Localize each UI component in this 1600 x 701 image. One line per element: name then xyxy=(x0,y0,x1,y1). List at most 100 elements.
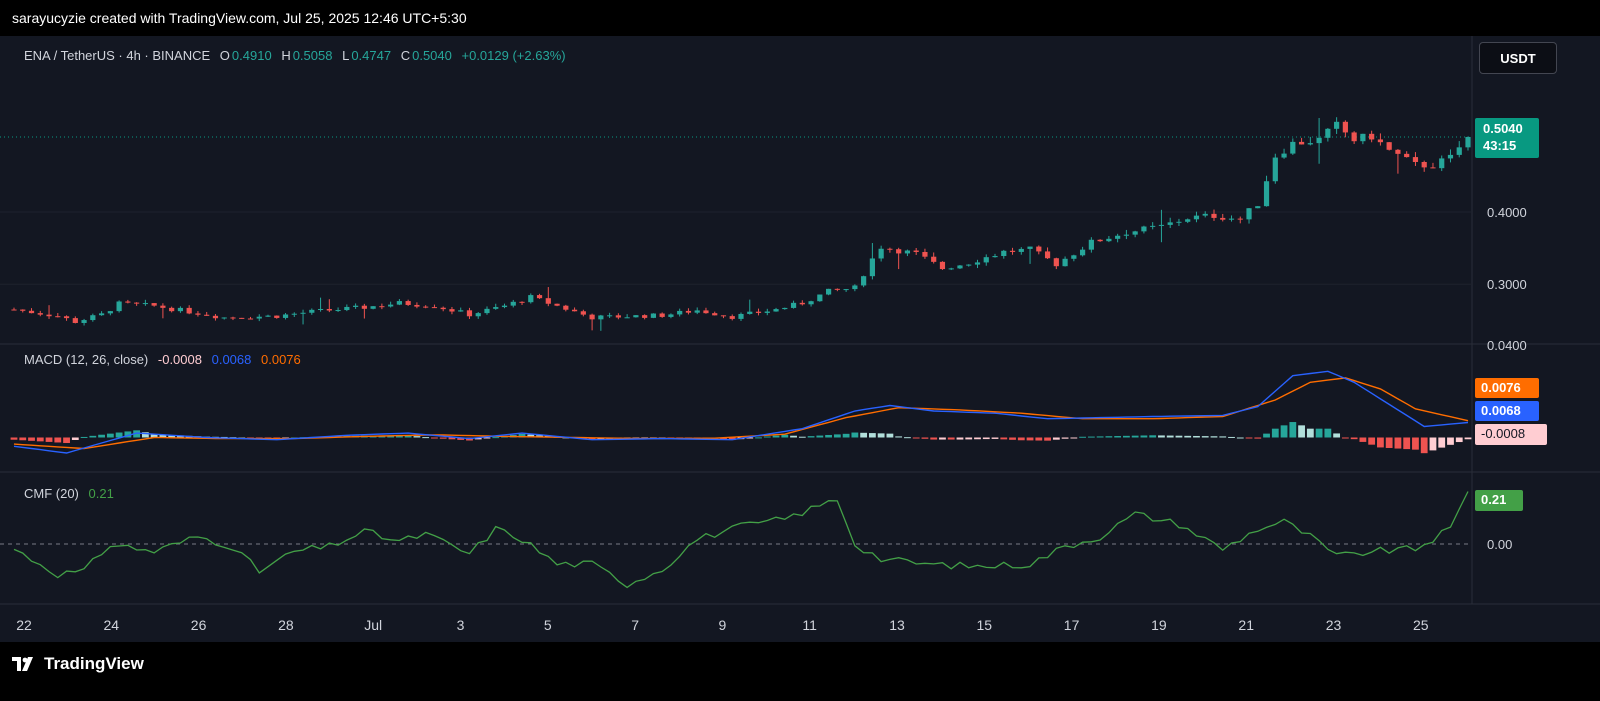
macd-hist-bar xyxy=(1017,437,1025,441)
last-price: 0.5040 xyxy=(1483,121,1523,136)
macd-hist-bar xyxy=(80,436,88,438)
candle-body xyxy=(1377,139,1384,143)
candle-body xyxy=(326,308,332,311)
time-tick-label: 11 xyxy=(802,617,817,633)
macd-hist-bar xyxy=(1184,435,1192,438)
macd-hist-bar xyxy=(1438,437,1446,448)
candle-body xyxy=(493,307,499,309)
brand[interactable]: TradingView xyxy=(12,654,144,674)
candle-body xyxy=(379,306,385,308)
candle-body xyxy=(370,306,376,309)
candle-body xyxy=(300,312,306,314)
candle-body xyxy=(423,306,429,308)
macd-hist-bar xyxy=(1009,437,1016,440)
candle-body xyxy=(1255,206,1261,209)
candle-body xyxy=(475,313,481,317)
time-tick-label: 23 xyxy=(1326,617,1342,633)
candle-body xyxy=(309,309,315,313)
macd-hist-bar xyxy=(1245,437,1253,439)
candle-body xyxy=(659,313,665,317)
candle-body xyxy=(1246,208,1252,220)
macd-hist-bar xyxy=(1455,437,1463,443)
candle-body xyxy=(81,320,87,323)
macd-hist-bar xyxy=(921,437,929,439)
macd-hist-bar xyxy=(772,435,780,438)
candle-body xyxy=(1167,222,1173,225)
macd-line xyxy=(13,370,1469,454)
macd-hist-bar xyxy=(1158,435,1165,438)
macd-hist-bar xyxy=(518,433,526,438)
candle-body xyxy=(1123,234,1129,236)
candle-body xyxy=(668,314,674,317)
macd-hist-bar xyxy=(1175,435,1183,438)
macd-hist-bar xyxy=(1263,433,1270,438)
candle-body xyxy=(563,305,569,310)
price-tick-label: 0.4000 xyxy=(1487,205,1527,220)
macd-legend: MACD (12, 26, close) -0.0008 0.0068 0.00… xyxy=(24,352,303,367)
macd-hist-bar xyxy=(124,431,132,438)
candle-body xyxy=(729,316,735,319)
candle-body xyxy=(177,307,184,312)
candle-body xyxy=(1412,157,1419,162)
candle-body xyxy=(282,314,289,318)
candle-body xyxy=(992,256,998,258)
macd-hist-bar xyxy=(1114,436,1122,438)
signal-value-tag: 0.0076 xyxy=(1475,378,1539,398)
cmf-tick-label: 0.00 xyxy=(1487,537,1512,552)
candle-body xyxy=(1071,255,1077,259)
chart-canvas[interactable]: 0.4000 0.3000 0.0400 0.00 22 24 26 28 Jul 3 5 7 9 11 1… xyxy=(0,36,1600,642)
time-tick-label: 24 xyxy=(104,617,120,633)
candle-body xyxy=(291,313,297,315)
chart-frame[interactable]: 0.4000 0.3000 0.0400 0.00 22 24 26 28 Jul 3 5 7 9 11 1… xyxy=(0,36,1600,642)
candle-body xyxy=(1316,137,1322,144)
candle-body xyxy=(1281,153,1287,158)
macd-hist-bar xyxy=(1412,437,1419,450)
macd-hist-bar xyxy=(1105,436,1113,438)
macd-hist-bar xyxy=(106,433,114,438)
candle-body xyxy=(720,315,727,317)
candle-body xyxy=(63,316,70,319)
macd-hist-bar xyxy=(947,437,955,440)
top-bar: sarayucyzie created with TradingView.com… xyxy=(0,0,1600,36)
candle-body xyxy=(825,288,832,295)
macd-hist-bar xyxy=(431,437,438,439)
candle-body xyxy=(1325,128,1331,138)
candle-body xyxy=(703,310,709,314)
macd-hist-bar xyxy=(1341,437,1349,439)
macd-hist-bar xyxy=(141,432,149,438)
candle-body xyxy=(633,315,639,318)
candle-body xyxy=(834,288,840,290)
macd-hist-bar xyxy=(1070,437,1078,439)
candle-body xyxy=(1351,132,1357,142)
candle-body xyxy=(116,301,122,312)
candle-body xyxy=(125,301,131,303)
candle-body xyxy=(221,317,227,319)
candle-body xyxy=(1342,121,1348,133)
currency-button[interactable]: USDT xyxy=(1479,42,1557,74)
time-tick-label: 26 xyxy=(191,617,207,633)
candle-body xyxy=(1132,231,1138,235)
macd-hist-bar xyxy=(912,437,920,439)
candle-body xyxy=(344,306,350,311)
time-tick-label: Jul xyxy=(364,617,382,633)
macd-hist-bar xyxy=(965,437,973,440)
macd-hist-bar xyxy=(895,436,903,438)
candle-body xyxy=(974,262,981,265)
candle-body xyxy=(1395,149,1401,154)
candle-body xyxy=(598,315,604,320)
macd-hist-bar xyxy=(956,437,964,440)
time-tick-label: 28 xyxy=(278,617,294,633)
axis-labels: 0.4000 0.3000 0.0400 0.00 22 24 26 28 Jul 3 5 7 9 11 1… xyxy=(16,205,1527,633)
macd-hist-bar xyxy=(1210,436,1218,438)
macd-hist-bar xyxy=(1131,435,1139,438)
macd-hist-bar xyxy=(133,430,141,438)
macd-hist-bar xyxy=(825,434,832,438)
candle-body xyxy=(642,315,648,318)
candle-body xyxy=(11,309,17,311)
chart-caption: sarayucyzie created with TradingView.com… xyxy=(12,10,467,26)
candle-body xyxy=(747,311,753,314)
candle-body xyxy=(554,303,560,306)
candle-body xyxy=(983,257,989,263)
candle-body xyxy=(966,264,972,266)
macd-hist-bar xyxy=(422,437,430,439)
